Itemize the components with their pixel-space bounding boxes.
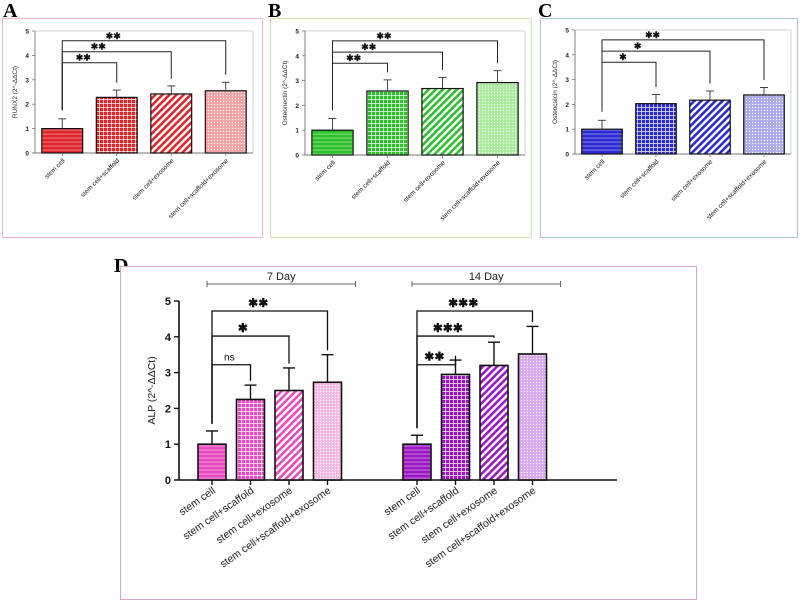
chart-a-runx2: 0 1 2 3 4 5 RUNX2 (2^-ΔΔCt) stem cell stem cell+… [12,29,254,220]
y-tick-label: 5 [295,29,299,36]
significance-label: ✱ [238,321,248,335]
y-axis-label: Osteonectin (2^-ΔΔCt) [282,61,289,126]
bar-14-day-stem-cell-exosome [479,364,509,481]
y-axis-label: RUNX2 (2^-ΔΔCt) [12,66,19,118]
x-tick-label: stem cell+scaffold [350,159,392,201]
y-tick-label: 2 [565,102,569,109]
bar-7-day-stem-cell [197,443,227,481]
y-axis-label: Osteocalcin (2^-ΔΔCt) [552,60,559,124]
bar-stem-cell-scaffold-exosome [204,90,247,154]
x-tick-label: stem cell+scaffold+exosome [706,158,769,221]
significance-label: ✱✱ [248,296,268,310]
significance-label: ✱✱ [91,42,107,52]
bar-14-day-stem-cell-scaffold [440,373,471,481]
significance-label: ✱✱ [76,53,92,63]
panel-letter-a: A [3,0,18,22]
y-tick-label: 1 [25,126,29,133]
significance-bracket [416,310,534,429]
chart-b-osteonectin: 0 1 2 3 4 5 Osteonectin (2^-ΔΔCt) stem cell stem… [282,29,526,222]
significance-label: ✱✱ [376,31,392,41]
y-tick-label: 1 [295,128,299,135]
y-tick-label: 3 [165,368,171,380]
significance-label: ✱✱ [361,42,377,52]
significance-label: ✱✱✱ [448,296,478,310]
significance-bracket [211,310,329,424]
bar-7-day-stem-cell-scaffold-exosome [312,381,343,481]
x-tick-label: stem cell+exosome [670,158,715,203]
y-tick-label: 0 [165,475,171,487]
x-tick-label: stem cell [44,157,67,180]
x-tick-label: stem cell+scaffold [80,157,122,199]
y-tick-label: 3 [565,77,569,84]
x-tick-label: stem cell+scaffold [619,158,661,200]
significance-label: ✱✱ [424,350,444,364]
significance-bracket [61,40,227,111]
x-tick-label: stem cell [314,159,337,182]
significance-label: ✱✱✱ [433,321,463,335]
y-tick-label: 4 [25,53,29,60]
significance-label: ✱✱ [346,53,362,63]
y-tick-label: 2 [165,403,171,415]
bar-stem-cell-scaffold [366,90,409,156]
panel-b-frame: 0 1 2 3 4 5 Osteonectin (2^-ΔΔCt) stem cell stem… [270,18,532,238]
panel-d-frame: 0 1 2 3 4 5 ALP (2^-ΔΔCt) stem cell stem cell+sc… [120,266,697,600]
bar-stem-cell-scaffold-exosome [743,94,785,155]
bar-stem-cell [311,129,354,156]
significance-label: ✱✱ [645,30,661,40]
panel-letter-b: B [268,0,282,22]
bar-stem-cell [41,127,84,154]
y-tick-label: 5 [565,28,569,35]
panel-a-frame: 0 1 2 3 4 5 RUNX2 (2^-ΔΔCt) stem cell stem cell+… [2,18,263,238]
y-tick-label: 5 [25,29,29,36]
x-tick-label: stem cell+scaffold+exosome [439,159,502,222]
bar-stem-cell-exosome [689,99,731,155]
y-tick-label: 3 [295,78,299,85]
x-tick-label: stem cell+exosome [131,157,176,202]
panel-letter-c: C [538,0,553,22]
y-tick-label: 1 [165,439,171,451]
panel-c-frame: 0 1 2 3 4 5 Osteocalcin (2^-ΔΔCt) stem cell stem… [540,18,798,238]
significance-label: ✱ [619,52,627,62]
y-tick-label: 5 [165,296,171,308]
significance-label: ✱ [634,41,642,51]
y-tick-label: 4 [565,52,569,59]
chart-c-osteocalcin: 0 1 2 3 4 5 Osteocalcin (2^-ΔΔCt) stem cell stem… [552,28,792,221]
bar-stem-cell-exosome [150,93,193,154]
x-tick-label: stem cell [583,158,606,181]
x-tick-label: stem cell+exosome [402,159,447,204]
significance-bracket [332,40,498,110]
bar-stem-cell-scaffold [95,96,138,154]
bar-stem-cell-scaffold-exosome [476,81,519,156]
bar-stem-cell-scaffold [635,103,677,155]
y-tick-label: 3 [25,77,29,84]
bar-14-day-stem-cell [402,443,432,481]
y-tick-label: 2 [295,103,299,110]
y-tick-label: 0 [295,153,299,160]
y-tick-label: 4 [165,332,172,344]
significance-label: ✱✱ [106,31,122,41]
bar-stem-cell [581,128,623,155]
y-tick-label: 0 [565,152,569,159]
group-label: 14 Day [469,271,504,283]
bar-stem-cell-exosome [421,87,464,156]
significance-label: ns [224,353,235,364]
group-label: 7 Day [267,271,296,283]
y-tick-label: 2 [25,102,29,109]
y-tick-label: 4 [295,53,299,60]
bar-14-day-stem-cell-scaffold-exosome [517,353,548,481]
bar-7-day-stem-cell-scaffold [235,398,266,481]
y-tick-label: 1 [565,127,569,134]
bar-7-day-stem-cell-exosome [274,389,304,481]
x-tick-label: stem cell+scaffold+exosome [167,157,230,220]
y-tick-label: 0 [25,151,29,158]
significance-bracket [601,39,765,112]
y-axis-label: ALP (2^-ΔΔCt) [146,356,158,424]
